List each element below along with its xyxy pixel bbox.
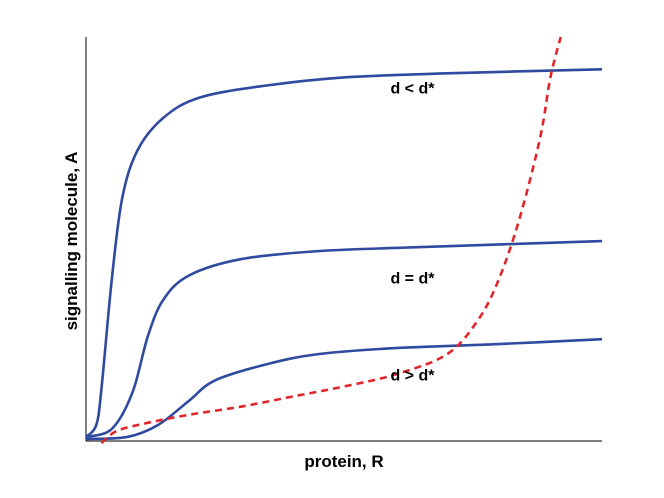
curve-label-3: d > d* <box>390 367 435 384</box>
annotation-layer: d < d* d = d* d > d* <box>390 81 435 385</box>
curve-label-2: d = d* <box>390 270 435 287</box>
activation-curve-1 <box>86 68 602 438</box>
curve-label-1: d < d* <box>390 81 435 98</box>
activation-curve-3 <box>86 337 602 441</box>
y-axis-label: signalling molecule, A <box>62 152 81 331</box>
activation-curve-2 <box>86 239 602 439</box>
series-layer <box>86 37 602 445</box>
nullcline-dashed-curve <box>100 37 562 445</box>
x-axis-label: protein, R <box>304 452 383 471</box>
